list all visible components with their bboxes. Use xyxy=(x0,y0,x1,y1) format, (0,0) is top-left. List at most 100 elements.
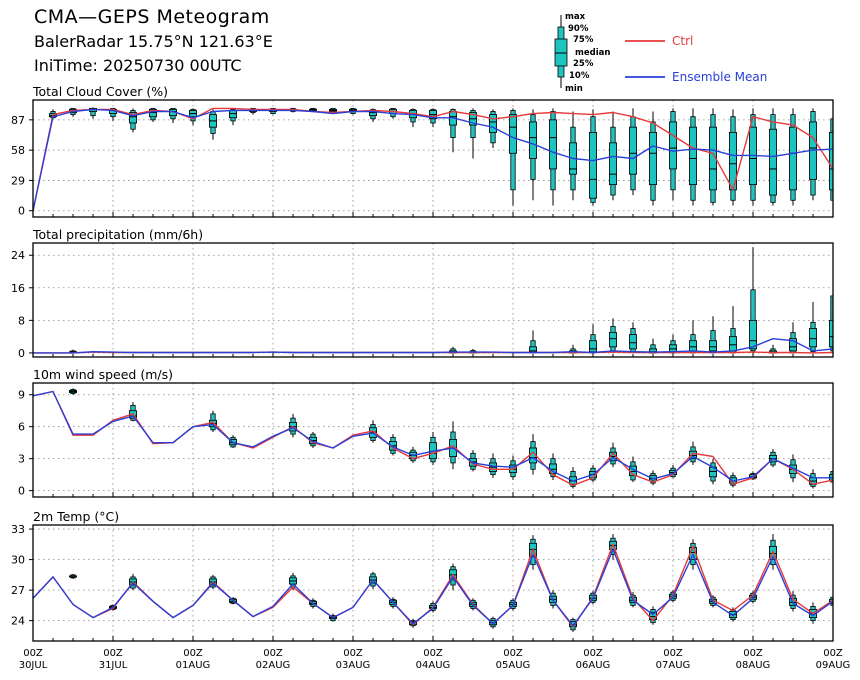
box-whisker xyxy=(789,322,798,354)
legend-entry: Ctrl xyxy=(625,34,693,48)
x-tick-label-time: 00Z xyxy=(663,648,683,659)
box-whisker xyxy=(709,458,718,485)
box-25-75-range xyxy=(689,340,698,352)
x-tick-label-time: 00Z xyxy=(23,648,43,659)
panel-plot-area xyxy=(33,107,833,211)
box-whisker xyxy=(629,108,638,196)
station-label: BalerRadar 15.75°N 121.63°E xyxy=(34,32,273,51)
box-whisker xyxy=(308,432,317,448)
x-tick-label-date: 08AUG xyxy=(736,660,771,671)
box-key-label: max xyxy=(565,12,586,22)
panel-plot-area xyxy=(33,388,833,489)
ensemble-mean-series-line xyxy=(33,338,833,354)
box-key-label: 10% xyxy=(569,71,590,81)
box-whisker xyxy=(188,108,197,126)
box-25-75-range xyxy=(629,334,638,350)
y-tick-label: 87 xyxy=(11,114,25,127)
panel-2: Total precipitation (mm/6h) 0 8 16 24 xyxy=(11,227,856,360)
y-tick-label: 24 xyxy=(11,249,25,262)
box-whisker xyxy=(508,108,517,206)
y-tick-label: 8 xyxy=(18,314,25,327)
box-25-75-range xyxy=(809,328,818,348)
y-tick-label: 30 xyxy=(11,554,25,567)
box-whisker xyxy=(669,334,678,354)
init-time-label: IniTime: 20250730 00UTC xyxy=(34,56,242,75)
x-tick-label-date: 02AUG xyxy=(256,660,291,671)
panel-frame xyxy=(32,524,834,642)
box-whisker xyxy=(749,247,758,353)
box-whisker xyxy=(649,111,658,206)
ensemble-mean-series-line xyxy=(33,108,833,211)
box-25-75-range xyxy=(488,114,497,133)
panel-frame xyxy=(32,382,834,498)
box-whisker xyxy=(529,109,538,201)
box-25-75-range xyxy=(589,340,598,353)
y-tick-label: 58 xyxy=(11,144,25,157)
panel-title: 2m Temp (°C) xyxy=(33,509,119,524)
box-25-75-range xyxy=(789,126,798,191)
box-whisker xyxy=(589,465,598,483)
box-whisker xyxy=(549,108,558,206)
box-whisker xyxy=(468,108,477,159)
box-whisker xyxy=(228,435,237,448)
panel-plot-area xyxy=(33,534,833,632)
box-whisker xyxy=(408,108,417,128)
panel-title: Total Cloud Cover (%) xyxy=(32,84,168,99)
box-whisker xyxy=(809,469,818,489)
box-25-75-range xyxy=(148,109,157,118)
panel-frame xyxy=(32,99,834,218)
box-25-75-range xyxy=(789,338,798,352)
box-whisker xyxy=(529,330,538,354)
box-whisker xyxy=(709,316,718,354)
box-key-label: min xyxy=(565,84,583,94)
x-tick-label-date: 31JUL xyxy=(99,660,128,671)
box-key-label: 25% xyxy=(573,59,594,69)
box-whisker xyxy=(448,108,457,153)
y-tick-label: 6 xyxy=(18,421,25,434)
x-tick-label-date: 06AUG xyxy=(576,660,611,671)
x-tick-label-time: 00Z xyxy=(423,648,443,659)
box-25-75-range xyxy=(228,110,237,119)
y-tick-label: 27 xyxy=(11,584,25,597)
legend-entry: Ensemble Mean xyxy=(625,70,767,84)
box-25-75-range xyxy=(508,114,517,154)
y-tick-label: 29 xyxy=(11,174,25,187)
box-10-90-range xyxy=(851,341,855,353)
box-25-75-range xyxy=(689,450,698,460)
box-25-75-range xyxy=(709,340,718,352)
x-tick-label-date: 03AUG xyxy=(336,660,371,671)
x-tick-label-date: 30JUL xyxy=(19,660,48,671)
box-whisker xyxy=(749,108,758,206)
box-25-75-range xyxy=(609,142,618,186)
y-tick-label: 24 xyxy=(11,615,25,628)
box-whisker xyxy=(729,306,738,354)
box-whisker xyxy=(69,388,78,395)
box-whisker xyxy=(168,107,177,123)
box-whisker xyxy=(689,108,698,206)
x-tick-label-time: 00Z xyxy=(263,648,283,659)
panel-title: Total precipitation (mm/6h) xyxy=(32,227,203,242)
x-axis: 00Z30JUL00Z31JUL00Z01AUG00Z02AUG00Z03AUG… xyxy=(19,648,851,671)
x-tick-label-time: 00Z xyxy=(823,648,843,659)
y-tick-label: 9 xyxy=(18,389,25,402)
panel-title: 10m wind speed (m/s) xyxy=(33,367,173,382)
x-tick-label-date: 01AUG xyxy=(176,660,211,671)
box-25-75-range xyxy=(729,336,738,352)
panel-1: Total Cloud Cover (%) 0 29 58 87 xyxy=(11,84,834,218)
box-whisker xyxy=(629,322,638,353)
box-25-75-range xyxy=(669,121,678,170)
y-tick-label: 16 xyxy=(11,282,25,295)
box-25-75-range xyxy=(829,131,833,191)
box-whisker xyxy=(69,573,78,579)
box-whisker xyxy=(288,413,297,438)
panel-plot-area xyxy=(33,243,856,354)
box-25-75-range xyxy=(609,332,618,348)
box-whisker xyxy=(649,338,658,354)
x-tick-label-date: 09AUG xyxy=(816,660,851,671)
x-tick-label-date: 05AUG xyxy=(496,660,531,671)
box-key-glyph xyxy=(554,15,568,88)
box-whisker xyxy=(789,108,798,206)
box-whisker xyxy=(849,335,856,353)
x-tick-label-time: 00Z xyxy=(183,648,203,659)
box-key-label: median xyxy=(575,48,610,58)
